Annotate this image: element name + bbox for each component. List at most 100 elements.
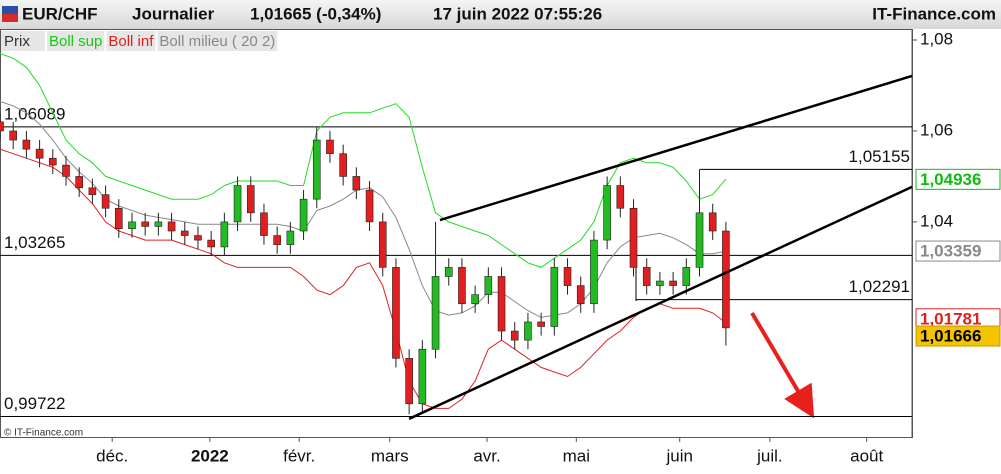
y-tick-label: 1,04 <box>920 211 953 230</box>
candle-body <box>682 267 691 286</box>
candle-body <box>629 207 638 268</box>
candle-body <box>220 221 229 248</box>
x-tick-label: juil. <box>756 446 783 465</box>
legend-items: Boll sup Boll inf Boll milieu ( 20 2) <box>47 31 278 51</box>
legend-price: Prix <box>4 33 30 50</box>
candle-body <box>484 276 493 295</box>
candle-body <box>339 153 347 177</box>
trendline <box>439 74 913 222</box>
candle-body <box>194 235 202 241</box>
candle-body <box>458 267 466 305</box>
level-label: 1,03265 <box>4 233 65 252</box>
legend-bg <box>47 31 105 51</box>
price-tag <box>915 240 1001 262</box>
level-label: 0,99722 <box>4 394 65 413</box>
price-tag-label: 1,01781 <box>920 309 981 328</box>
candle-body <box>88 187 97 195</box>
candle-body <box>603 185 611 241</box>
legend: Prix Boll sup Boll inf Boll milieu ( 20 2) <box>1 31 278 51</box>
candle-body <box>365 189 374 223</box>
price-tag-label: 1,01666 <box>920 327 981 346</box>
candle-body <box>128 221 136 230</box>
candle-body <box>537 321 545 327</box>
candle-body <box>576 285 585 305</box>
band-line <box>0 53 727 268</box>
x-tick-label: déc. <box>96 446 128 465</box>
legend-entry: Boll milieu ( 20 2) <box>159 33 275 50</box>
candle-body <box>0 121 4 132</box>
candle-body <box>207 239 215 248</box>
candle-body <box>246 185 255 214</box>
candle-body <box>616 185 625 209</box>
candle-body <box>669 280 677 286</box>
band-line <box>0 100 727 318</box>
candle-body <box>722 230 730 329</box>
x-tick-label: mars <box>371 446 409 465</box>
down-arrow <box>750 311 815 419</box>
candle-body <box>22 139 31 150</box>
candle-body <box>378 221 387 268</box>
candle-body <box>352 176 361 191</box>
candle-body <box>286 230 295 245</box>
legend-entry: Boll sup <box>49 33 102 50</box>
candle-body <box>708 212 717 232</box>
x-tick-label: avr. <box>473 446 500 465</box>
candle-body <box>563 267 572 286</box>
price-tag-label: 1,03359 <box>920 242 981 261</box>
legend-entry: Boll inf <box>108 33 154 50</box>
x-tick-label: août <box>850 446 883 465</box>
candle-body <box>299 198 308 232</box>
candle-body <box>418 348 427 405</box>
candle-body <box>510 330 519 341</box>
candle-body <box>167 221 176 232</box>
candle-body <box>233 185 242 223</box>
x-tick-label: mai <box>563 446 590 465</box>
candle-body <box>101 194 110 209</box>
header-bar <box>0 0 1001 29</box>
y-tick-label: 1,08 <box>920 29 953 48</box>
x-tick-label: 2022 <box>191 446 229 465</box>
level-label: 1,02291 <box>849 277 910 296</box>
candle-body <box>312 139 321 200</box>
legend-bg <box>106 31 156 51</box>
trendline <box>408 185 913 420</box>
candle-body <box>114 207 123 230</box>
candle-body <box>260 212 268 236</box>
plot-frame <box>0 29 913 438</box>
band-line <box>0 148 727 409</box>
candle-body <box>48 157 57 166</box>
price-tag-label: 1,04936 <box>920 170 981 189</box>
candle-body <box>431 276 440 350</box>
candle-body <box>180 230 189 236</box>
candle-body <box>141 221 149 227</box>
candle-body <box>154 221 163 227</box>
price-tag <box>915 325 1001 347</box>
copyright: © IT-Finance.com <box>4 428 83 439</box>
candle-body <box>642 267 651 286</box>
candle-body <box>405 358 413 405</box>
candle-body <box>9 130 17 141</box>
candle-body <box>497 276 506 332</box>
x-tick-label: févr. <box>283 446 315 465</box>
site: IT-Finance.com <box>872 4 996 23</box>
quote: 1,01665 (-0,34%) <box>250 4 381 23</box>
symbol: EUR/CHF <box>22 4 98 23</box>
candle-body <box>524 321 532 341</box>
legend-box <box>1 31 45 51</box>
candle-body <box>62 164 70 177</box>
candle-body <box>471 294 479 305</box>
candle-body <box>444 267 453 277</box>
x-tick-label: juin <box>665 446 692 465</box>
legend-bg <box>157 31 278 51</box>
level-label: 1,05155 <box>849 147 910 166</box>
candle-body <box>273 235 281 245</box>
price-tag <box>915 168 1001 190</box>
candle-body <box>550 267 559 327</box>
candle-body <box>35 148 44 159</box>
y-tick-label: 1,06 <box>920 120 953 139</box>
candle-body <box>75 176 83 189</box>
candle-body <box>590 239 598 305</box>
candle-body <box>656 280 664 286</box>
